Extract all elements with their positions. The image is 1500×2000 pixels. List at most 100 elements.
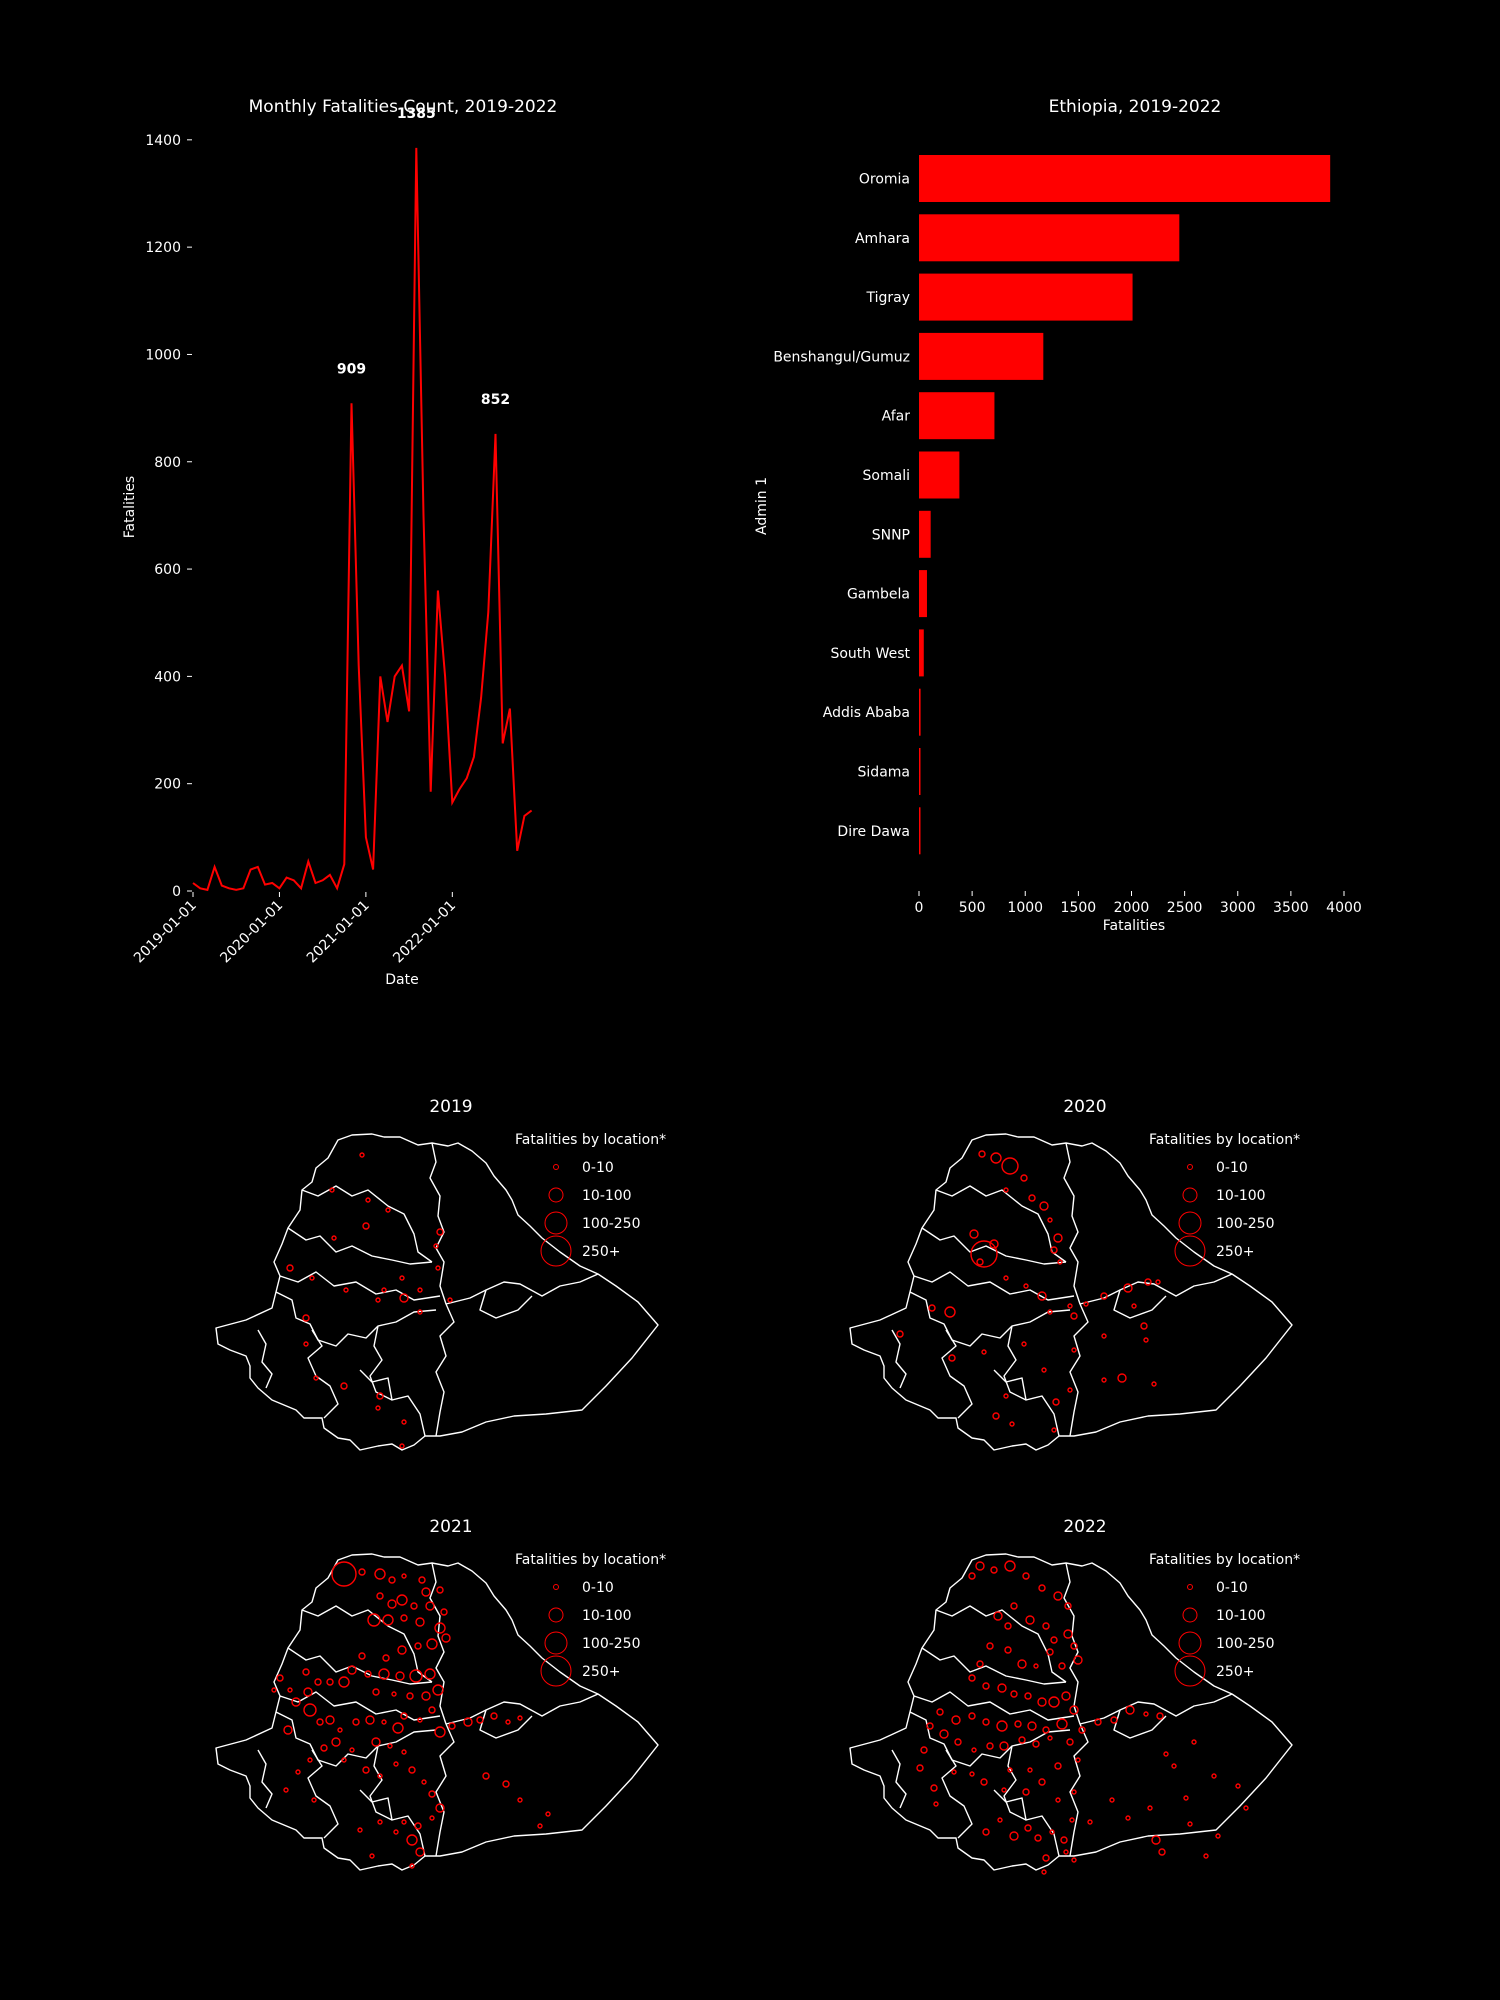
region-boundary	[921, 1227, 1067, 1265]
fatality-marker	[1163, 1751, 1169, 1757]
fatality-marker	[1050, 1636, 1058, 1644]
legend-marker	[1182, 1607, 1198, 1623]
legend-marker	[544, 1211, 568, 1235]
fatality-marker	[1171, 1763, 1177, 1769]
fatality-marker	[440, 1608, 448, 1616]
peak-annotation: 852	[481, 392, 510, 408]
category-label: Afar	[882, 409, 911, 425]
monthly-fatalities-line-chart: Monthly Fatalities Count, 2019-2022 Date…	[122, 97, 557, 988]
fatality-marker	[415, 1617, 425, 1627]
fatality-marker	[996, 1720, 1008, 1732]
fatality-marker	[939, 1729, 949, 1739]
fatality-marker	[969, 1771, 975, 1777]
bar	[919, 510, 931, 558]
legend-marker	[540, 1655, 572, 1687]
region-boundary	[891, 1749, 907, 1809]
fatality-marker	[1024, 1824, 1032, 1832]
fatality-marker	[1018, 1736, 1026, 1744]
fatality-marker	[993, 1611, 1003, 1621]
fatality-marker	[401, 1819, 407, 1825]
fatality-marker	[1083, 1301, 1089, 1307]
fatality-marker	[406, 1692, 414, 1700]
fatality-marker	[425, 1601, 435, 1611]
fatality-marker	[896, 1330, 904, 1338]
region-boundary	[921, 1647, 1067, 1685]
fatality-marker	[1039, 1201, 1049, 1211]
fatality-marker	[410, 1602, 418, 1610]
legend-label: 250+	[582, 1244, 620, 1260]
fatality-marker	[1064, 1602, 1072, 1610]
fatality-marker	[1050, 1246, 1058, 1254]
fatality-marker	[387, 1743, 393, 1749]
fatality-marker	[375, 1297, 381, 1303]
fatality-marker	[990, 1566, 998, 1574]
fatality-marker	[1003, 1187, 1009, 1193]
region-boundary	[935, 1605, 1067, 1683]
fatality-marker	[1010, 1690, 1018, 1698]
fatality-marker	[303, 1703, 317, 1717]
region-boundary	[891, 1329, 907, 1389]
fatality-marker	[367, 1613, 381, 1627]
legend-label: 100-250	[582, 1636, 641, 1652]
legend-marker	[1174, 1235, 1206, 1267]
region-boundary	[435, 1723, 455, 1857]
fatality-marker	[1037, 1291, 1047, 1301]
category-label: South West	[830, 646, 910, 662]
fatality-marker	[381, 1287, 387, 1293]
fatality-marker	[396, 1594, 408, 1606]
fatality-marker	[990, 1152, 1002, 1164]
region-boundary	[287, 1227, 433, 1265]
fatality-marker	[1211, 1773, 1217, 1779]
fatality-marker	[1075, 1757, 1081, 1763]
x-tick-label: 2500	[1167, 900, 1203, 916]
fatality-marker	[331, 1235, 337, 1241]
region-boundary	[913, 1691, 1075, 1721]
fatality-marker	[362, 1222, 370, 1230]
fatality-marker	[936, 1708, 944, 1716]
line-series	[192, 147, 533, 892]
x-tick-label: 0	[915, 900, 924, 916]
fatality-marker	[1051, 1427, 1057, 1433]
legend-title: Fatalities by location*	[515, 1132, 666, 1148]
line-chart-x-axis-label: Date	[385, 972, 418, 988]
category-label: SNNP	[872, 527, 910, 543]
admin1-fatalities-bar-chart: Ethiopia, 2019-2022 Fatalities Admin 1 O…	[754, 97, 1362, 934]
legend-title: Fatalities by location*	[1149, 1552, 1300, 1568]
fatality-marker	[1038, 1778, 1046, 1786]
category-label: Benshangul/Gumuz	[773, 349, 910, 365]
fatality-marker	[1125, 1815, 1131, 1821]
fatality-marker	[1004, 1560, 1016, 1572]
fatality-marker	[341, 1757, 347, 1763]
fatality-marker	[287, 1687, 293, 1693]
bar-chart-title: Ethiopia, 2019-2022	[1049, 97, 1222, 117]
fatality-marker	[1057, 1259, 1063, 1265]
region-boundary	[307, 1749, 339, 1839]
fatality-marker	[1070, 1642, 1078, 1650]
fatality-marker	[313, 1375, 319, 1381]
fatality-marker	[382, 1614, 394, 1626]
fatality-marker	[400, 1712, 408, 1720]
fatality-marker	[1053, 1233, 1063, 1243]
x-tick-label: 1000	[1007, 900, 1043, 916]
region-boundary	[479, 1289, 533, 1319]
fatality-marker	[401, 1419, 407, 1425]
fatality-marker	[421, 1587, 431, 1597]
fatality-marker	[1125, 1705, 1135, 1715]
region-boundary	[257, 1749, 273, 1809]
bar	[919, 807, 921, 855]
region-boundary	[1113, 1289, 1167, 1319]
region-boundary	[941, 1749, 973, 1839]
x-tick-label: 2000	[1114, 900, 1150, 916]
fatality-marker	[295, 1769, 301, 1775]
fatality-marker	[968, 1572, 976, 1580]
fatality-marker	[1067, 1303, 1073, 1309]
fatality-marker	[1071, 1347, 1077, 1353]
fatality-marker	[426, 1638, 438, 1650]
fatality-marker	[1048, 1696, 1060, 1708]
legend-label: 100-250	[1216, 1636, 1275, 1652]
fatality-marker	[302, 1314, 310, 1322]
fatality-marker	[916, 1764, 924, 1772]
fatality-marker	[286, 1264, 294, 1272]
category-label: Tigray	[865, 290, 910, 306]
